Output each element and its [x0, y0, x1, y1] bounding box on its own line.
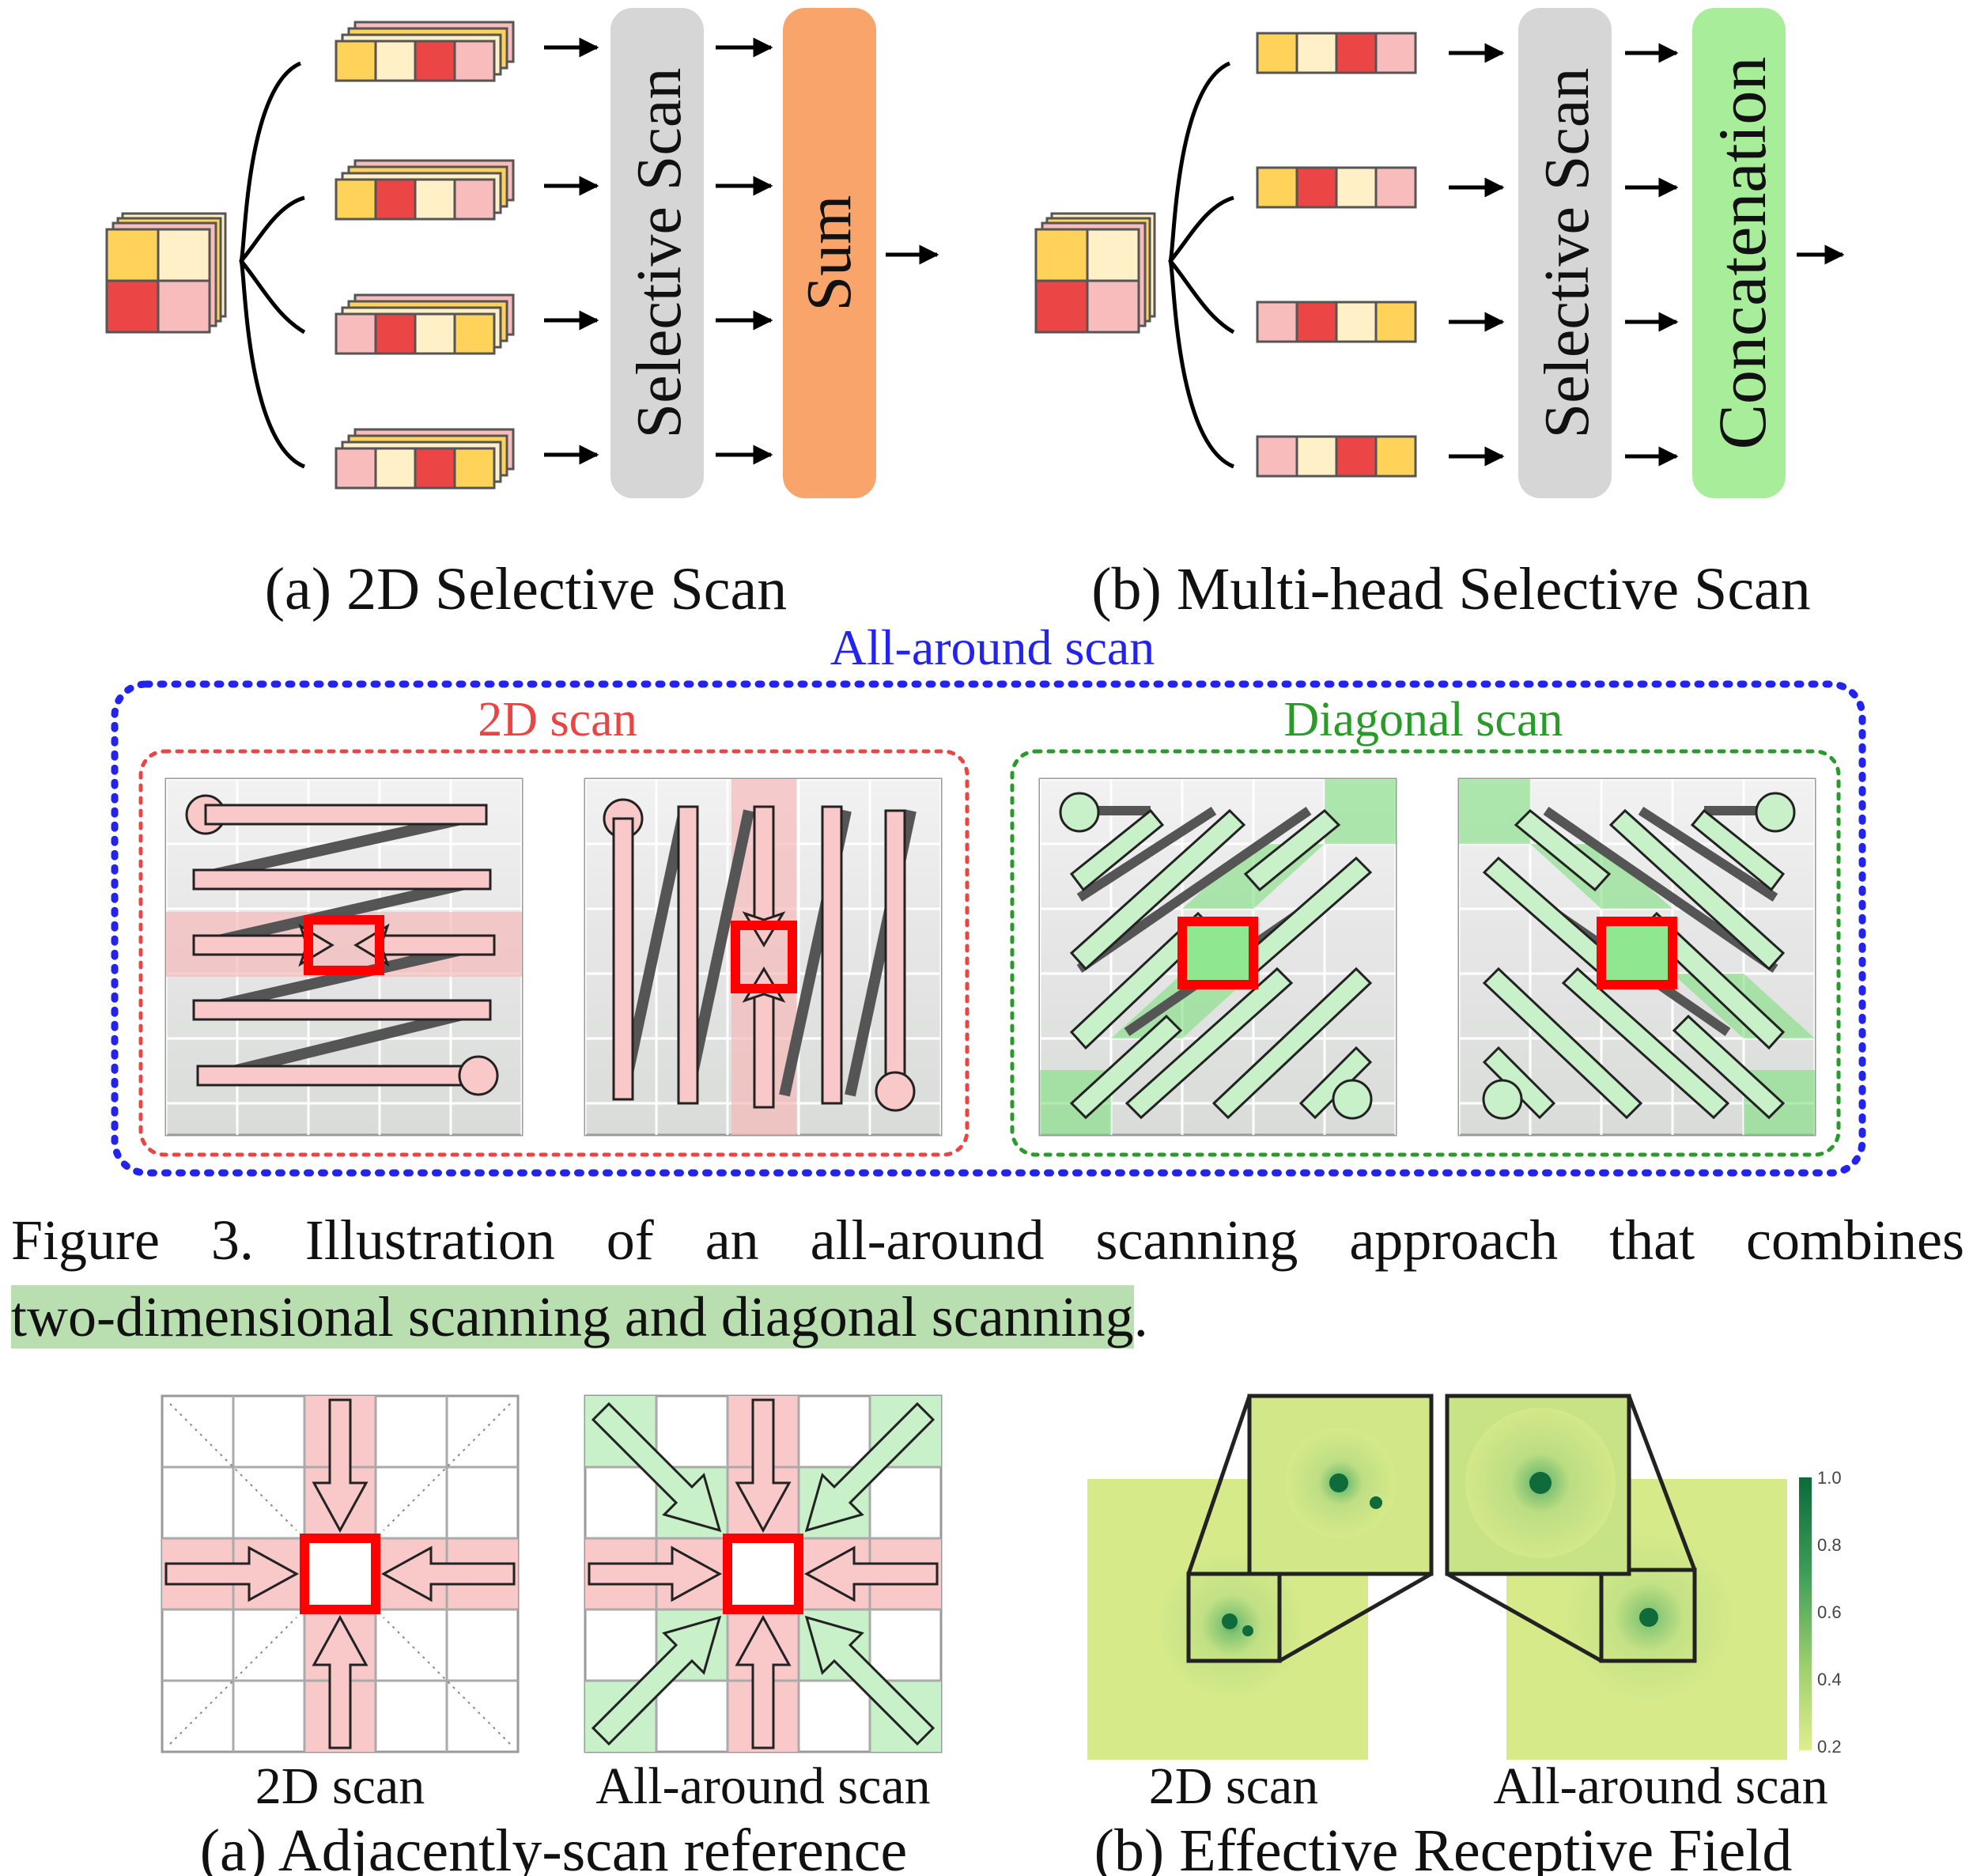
figure-caption-line-2: two-dimensional scanning and diagonal sc…: [11, 1279, 1964, 1355]
head-sequences: [1256, 32, 1417, 478]
figure-caption-highlight: two-dimensional scanning and diagonal sc…: [11, 1285, 1134, 1348]
sum-label: Sum: [795, 195, 864, 312]
group-diag-title: Diagonal scan: [1284, 693, 1563, 747]
bottom-panel-b: 2D scan All-around scan 1.0 0.8 0.6 0.4 …: [1087, 1394, 1842, 1876]
group-2d-border: [138, 749, 969, 1157]
all-around-border: [111, 680, 1866, 1177]
bottom-a-label-right: All-around scan: [595, 1757, 930, 1815]
panel-b-multihead-selective-scan: Selective Scan Concatenation (b) Multi-h…: [1034, 8, 1845, 622]
concatenation-label: Concatenation: [1704, 57, 1780, 450]
arrows-b: [1449, 43, 1845, 467]
bottom-a-label-left: 2D scan: [255, 1757, 425, 1815]
sequence-stack-3: [335, 293, 515, 355]
erf-map-all-around: [1445, 1394, 1787, 1760]
sum-block: [783, 8, 876, 498]
selective-scan-block-a: [610, 8, 704, 498]
colorbar-tick-3: 0.6: [1817, 1602, 1842, 1622]
erf-map-2d: [1087, 1394, 1434, 1760]
sequence-stacks: [335, 21, 515, 490]
sequence-stack-2: [335, 159, 515, 221]
input-feature-cube: [105, 212, 227, 334]
input-feature-cube-b: [1034, 212, 1156, 334]
colorbar-tick-1: 1.0: [1817, 1468, 1842, 1488]
concatenation-block: [1692, 8, 1786, 498]
selective-scan-block-b: [1518, 8, 1612, 498]
group-2d-title: 2D scan: [478, 693, 637, 747]
colorbar-tick-2: 0.8: [1817, 1535, 1842, 1555]
erf-colorbar: 1.0 0.8 0.6 0.4 0.2: [1799, 1468, 1842, 1757]
adjacency-grid-all-around: [584, 1394, 943, 1753]
scan-tile-horizontal: [164, 777, 523, 1137]
figure-caption-tail: .: [1133, 1285, 1148, 1348]
panel-b-top-caption: (b) Multi-head Selective Scan: [1091, 556, 1811, 622]
scan-tile-antidiagonal: [1457, 777, 1816, 1137]
all-around-scan-panel: All-around scan 2D scan Diagonal scan: [111, 619, 1866, 1177]
bottom-b-caption: (b) Effective Receptive Field: [1094, 1817, 1793, 1876]
panel-a-2d-selective-scan: Selective Scan Sum (a) 2D Selective Scan: [105, 8, 939, 622]
arrows-a: [544, 37, 939, 465]
selective-scan-label-b: Selective Scan: [1533, 68, 1602, 439]
figure-caption-text-1: Figure 3. Illustration of an all-around …: [11, 1208, 1964, 1272]
figure-caption-line-1: Figure 3. Illustration of an all-around …: [11, 1202, 1964, 1278]
colorbar-tick-4: 0.4: [1817, 1670, 1842, 1689]
scan-tile-vertical: [584, 777, 943, 1137]
bottom-a-caption: (a) Adjacently-scan reference: [200, 1817, 908, 1876]
bottom-panel-a: 2D scan: [161, 1394, 943, 1876]
group-diag-border: [1010, 749, 1841, 1157]
sequence-stack-1: [335, 21, 515, 82]
branch-brace: [239, 61, 306, 469]
all-around-title: All-around scan: [830, 619, 1155, 675]
scan-tile-diagonal: [1038, 777, 1397, 1137]
bottom-b-label-left: 2D scan: [1149, 1757, 1318, 1815]
colorbar-tick-5: 0.2: [1817, 1737, 1842, 1757]
bottom-b-label-right: All-around scan: [1493, 1757, 1827, 1815]
adjacency-grid-2d: [161, 1394, 520, 1753]
sequence-stack-4: [335, 428, 515, 490]
panel-a-top-caption: (a) 2D Selective Scan: [265, 556, 788, 622]
selective-scan-label-a: Selective Scan: [625, 68, 694, 439]
